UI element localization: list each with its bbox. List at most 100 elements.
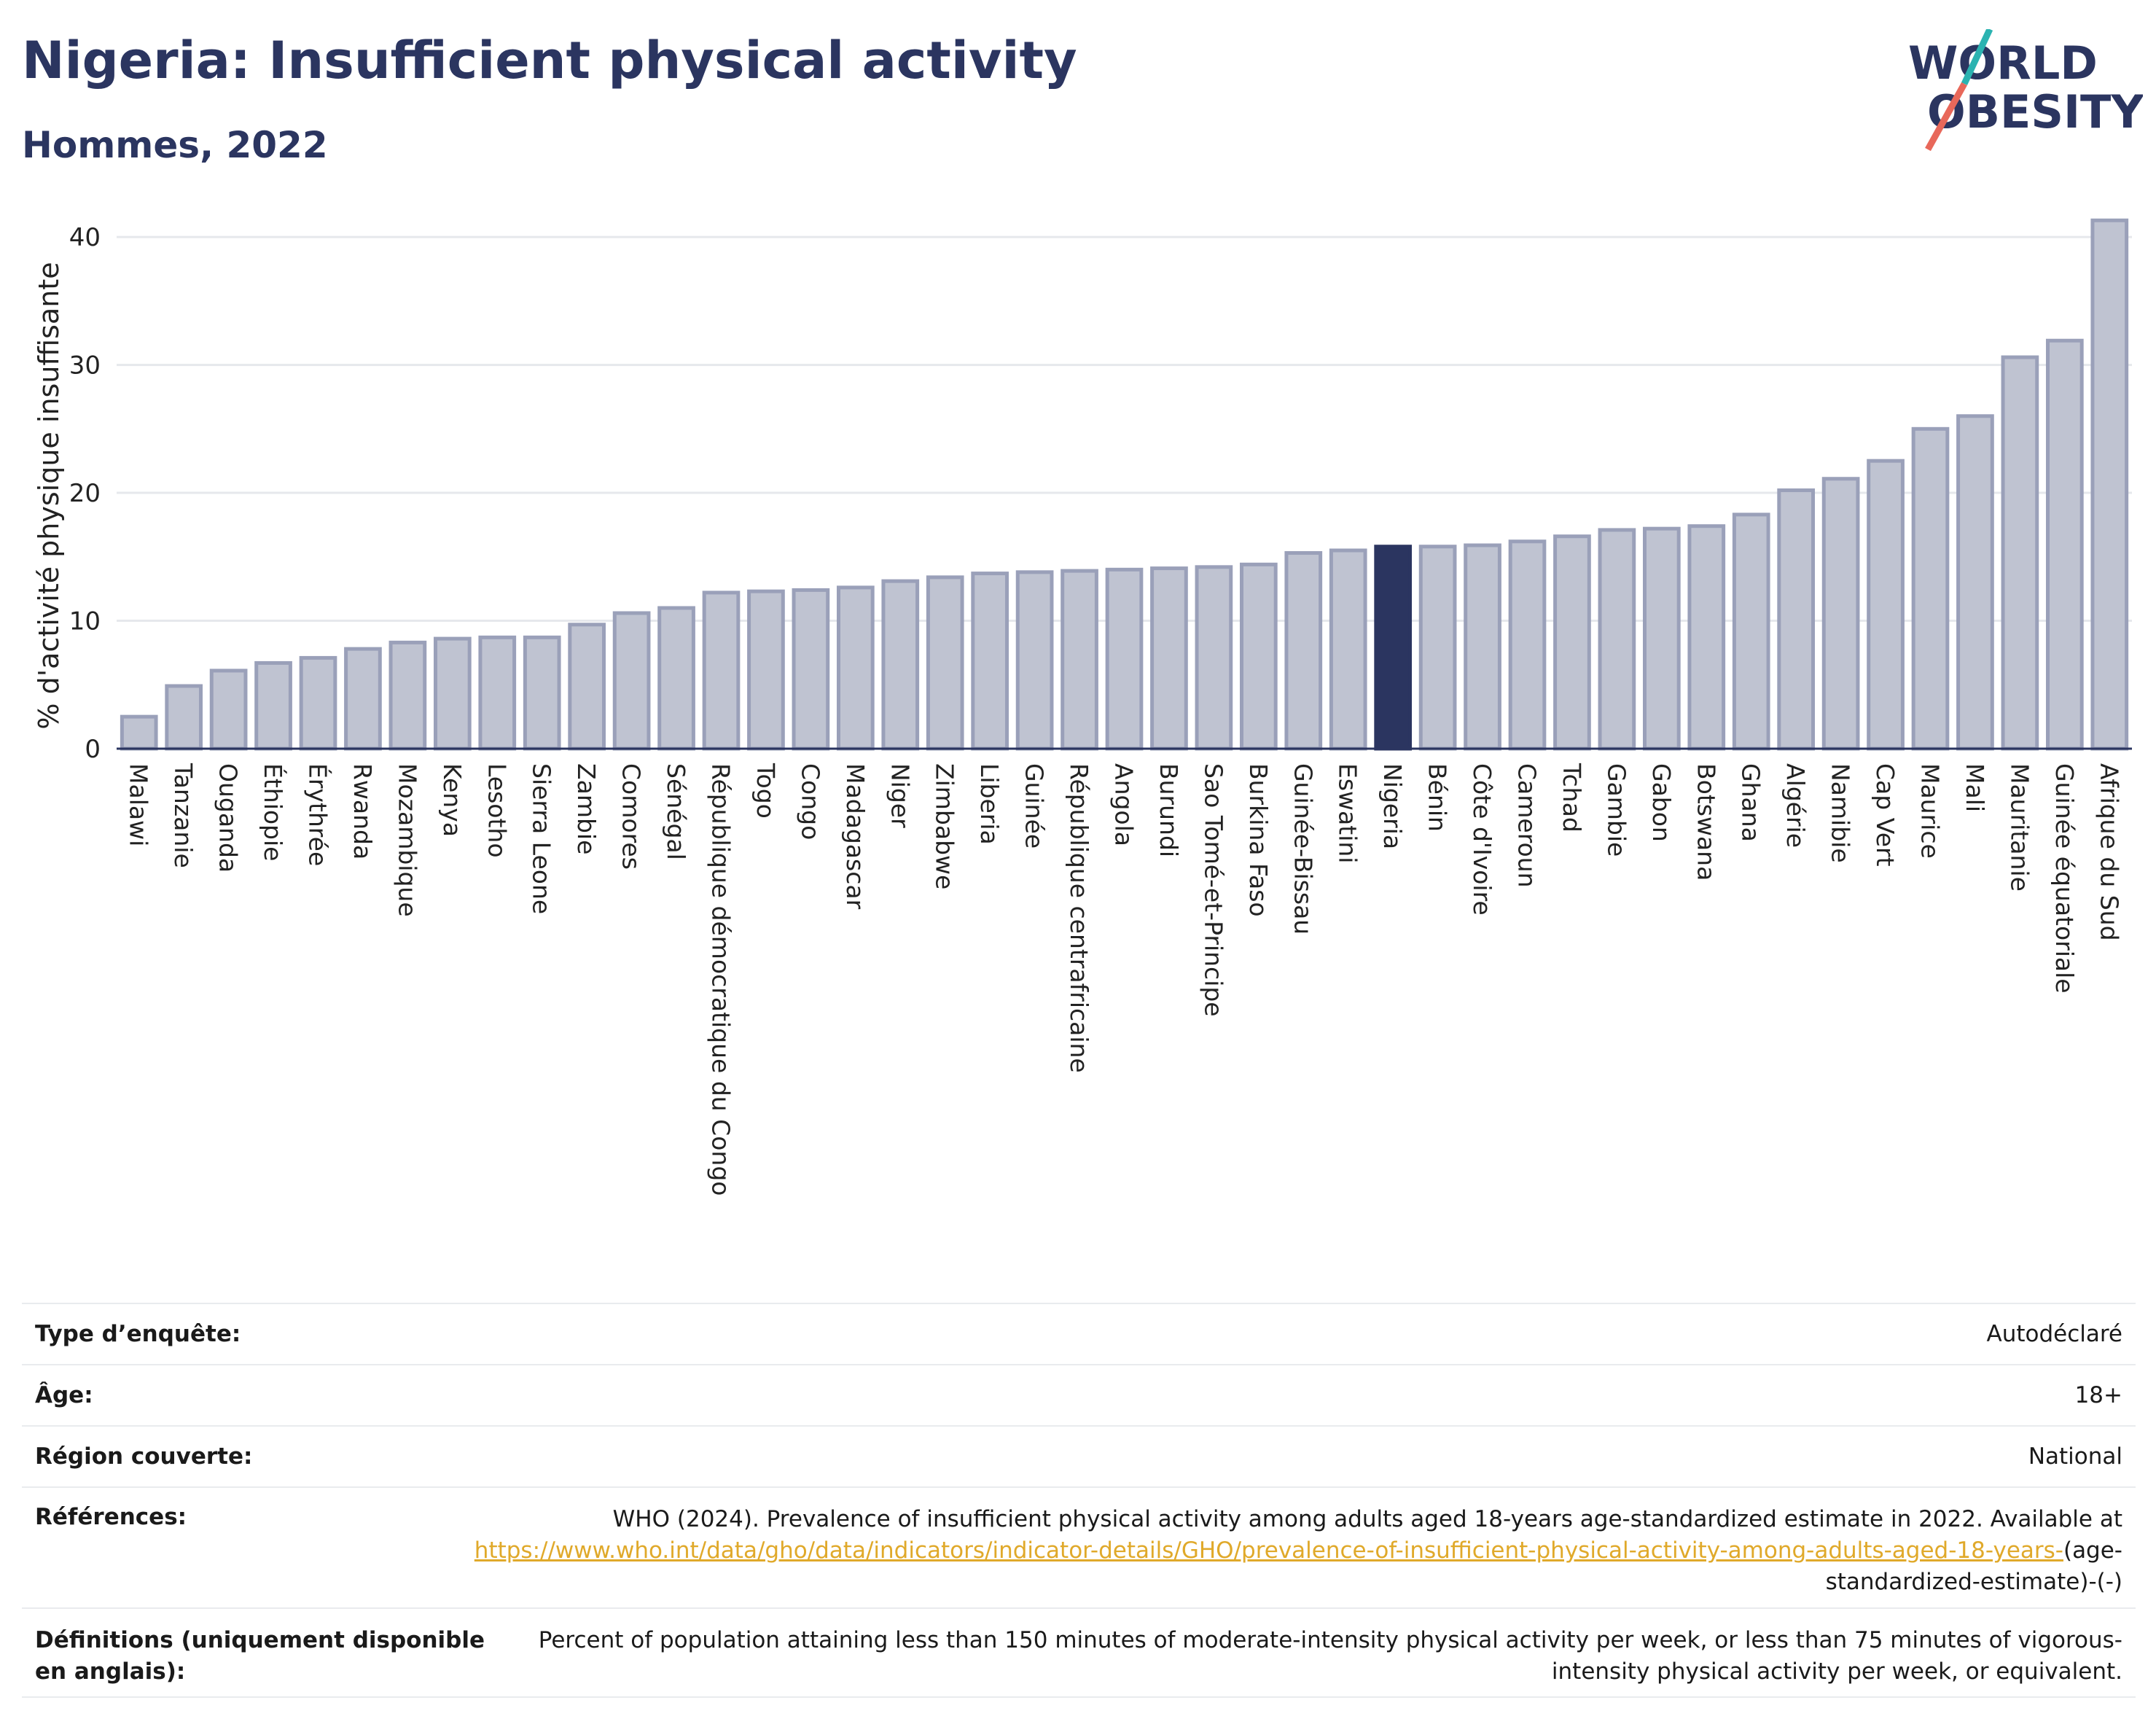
bar-nigeria bbox=[1374, 545, 1413, 751]
bar-cap-vert bbox=[1867, 459, 1905, 751]
x-tick-label: Cap Vert bbox=[1871, 763, 1899, 867]
survey-type-label: Type d’enquête: bbox=[35, 1321, 241, 1347]
x-tick-label: Namibie bbox=[1827, 763, 1855, 863]
x-tick-label: Lesotho bbox=[483, 763, 511, 858]
x-tick-label: Érythrée bbox=[304, 763, 333, 866]
x-tick-label: Gabon bbox=[1647, 763, 1676, 842]
info-row-survey-type: Type d’enquête: Autodéclaré bbox=[22, 1303, 2136, 1364]
y-axis-label: % d'activité physique insuffisante bbox=[33, 262, 65, 729]
bar-eswatini bbox=[1329, 548, 1367, 751]
bar-botswana bbox=[1687, 524, 1726, 751]
x-tick-label: Madagascar bbox=[841, 763, 870, 910]
x-tick-label: Liberia bbox=[975, 763, 1004, 845]
info-row-age: Âge: 18+ bbox=[22, 1364, 2136, 1425]
y-tick-label: 30 bbox=[69, 351, 101, 381]
x-tick-label: Gambie bbox=[1602, 763, 1630, 857]
x-tick-label: Mauritanie bbox=[2005, 763, 2034, 892]
y-tick-label: 40 bbox=[69, 223, 101, 252]
age-value: 18+ bbox=[2074, 1381, 2122, 1408]
references-link[interactable]: https://www.who.int/data/gho/data/indica… bbox=[474, 1537, 2063, 1564]
page-subtitle: Hommes, 2022 bbox=[22, 124, 328, 166]
x-tick-label: Sierra Leone bbox=[528, 763, 556, 914]
y-tick-label: 10 bbox=[69, 607, 101, 636]
bar-lesotho bbox=[478, 635, 517, 751]
x-tick-label: Maurice bbox=[1916, 763, 1945, 859]
bar-gambie bbox=[1598, 528, 1636, 751]
x-tick-label: Côte d'Ivoire bbox=[1468, 763, 1496, 916]
x-tick-label: Niger bbox=[886, 763, 914, 828]
bar-ouganda bbox=[209, 668, 248, 751]
x-tick-label: Guinée bbox=[1020, 763, 1049, 849]
x-tick-label: Malawi bbox=[125, 763, 153, 846]
x-tick-label: Cameroun bbox=[1513, 763, 1542, 888]
bar-c-te-d-ivoire bbox=[1464, 543, 1501, 751]
bar-liberia bbox=[971, 572, 1009, 751]
bar-malawi bbox=[120, 714, 158, 751]
bar-tanzanie bbox=[165, 684, 203, 751]
bar-kenya bbox=[433, 636, 472, 751]
references-value: WHO (2024). Prevalence of insufficient p… bbox=[472, 1504, 2136, 1598]
bar-mozambique bbox=[388, 640, 427, 751]
bar-burkina-faso bbox=[1239, 562, 1278, 751]
references-text: WHO (2024). Prevalence of insufficient p… bbox=[612, 1506, 2122, 1532]
x-tick-label: Togo bbox=[751, 763, 780, 819]
bar-r-publique-centrafricaine bbox=[1061, 569, 1098, 751]
info-row-references: Références: WHO (2024). Prevalence of in… bbox=[22, 1486, 2136, 1607]
x-tick-label: Sénégal bbox=[662, 763, 690, 860]
definitions-label: Définitions (uniquement disponible en an… bbox=[35, 1627, 485, 1685]
x-tick-label: Kenya bbox=[438, 763, 466, 837]
x-tick-label: Comores bbox=[617, 763, 646, 870]
bar-mali bbox=[1956, 414, 1994, 751]
bar-maurice bbox=[1911, 426, 1950, 751]
x-tick-label: Afrique du Sud bbox=[2095, 763, 2123, 941]
info-row-region: Région couverte: National bbox=[22, 1425, 2136, 1486]
bar-mauritanie bbox=[2001, 355, 2039, 751]
x-tick-label: Guinée équatoriale bbox=[2050, 763, 2079, 994]
x-tick-label: Guinée-Bissau bbox=[1289, 763, 1317, 935]
definitions-value: Percent of population attaining less tha… bbox=[538, 1627, 2122, 1685]
bar-sao-tom-et-principe bbox=[1195, 565, 1233, 751]
x-tick-label: République centrafricaine bbox=[1065, 763, 1093, 1073]
page-title: Nigeria: Insufficient physical activity bbox=[22, 31, 1077, 90]
bar-rwanda bbox=[344, 647, 382, 751]
x-tick-label: Burkina Faso bbox=[1244, 763, 1273, 917]
region-value: National bbox=[2028, 1443, 2122, 1470]
x-tick-label: Mozambique bbox=[393, 763, 421, 917]
category-labels: Malawi Tanzanie Ouganda Éthiopie Érythrée Rwa… bbox=[125, 763, 2124, 1196]
x-tick-label: Sao Tomé-et-Principe bbox=[1199, 763, 1227, 1017]
bar-guin-e bbox=[1015, 570, 1054, 751]
x-tick-label: Rwanda bbox=[348, 763, 377, 859]
bar-gabon bbox=[1642, 526, 1681, 751]
bar-togo bbox=[747, 589, 785, 751]
bar-comores bbox=[612, 611, 651, 751]
y-tick-label: 0 bbox=[85, 735, 101, 764]
logo-line1: WORLD bbox=[1908, 36, 2098, 90]
x-tick-label: Nigeria bbox=[1378, 763, 1407, 849]
x-tick-label: République démocratique du Congo bbox=[707, 763, 735, 1196]
bar-sierra-leone bbox=[523, 635, 561, 751]
x-tick-label: Eswatini bbox=[1334, 763, 1362, 863]
bar-alg-rie bbox=[1777, 488, 1816, 751]
bar-s-n-gal bbox=[657, 606, 695, 751]
bar-niger bbox=[881, 579, 920, 751]
bar-b-nin bbox=[1418, 545, 1457, 751]
info-row-definitions: Définitions (uniquement disponible en an… bbox=[22, 1607, 2136, 1698]
bar-r-publique-d-mocratique-du-congo bbox=[702, 590, 741, 751]
bar-tchad bbox=[1553, 534, 1591, 751]
age-label: Âge: bbox=[35, 1382, 93, 1408]
bar-guin-e-bissau bbox=[1284, 551, 1323, 751]
x-tick-label: Angola bbox=[1110, 763, 1138, 846]
x-tick-label: Burundi bbox=[1155, 763, 1183, 857]
y-tick-label: 20 bbox=[69, 479, 101, 508]
bar-congo bbox=[792, 588, 830, 751]
x-tick-label: Ouganda bbox=[214, 763, 243, 873]
x-tick-label: Mali bbox=[1961, 763, 1989, 812]
info-table: Type d’enquête: Autodéclaré Âge: 18+ Rég… bbox=[22, 1303, 2136, 1698]
references-suffix: (age-standardized-estimate)-(-) bbox=[1825, 1537, 2122, 1595]
x-tick-label: Tchad bbox=[1558, 763, 1586, 833]
x-tick-label: Zambie bbox=[572, 763, 601, 854]
logo-coral-stroke bbox=[1925, 82, 1967, 152]
bar-zimbabwe bbox=[926, 575, 964, 751]
bars bbox=[120, 218, 2129, 751]
bar-ghana bbox=[1732, 512, 1770, 751]
